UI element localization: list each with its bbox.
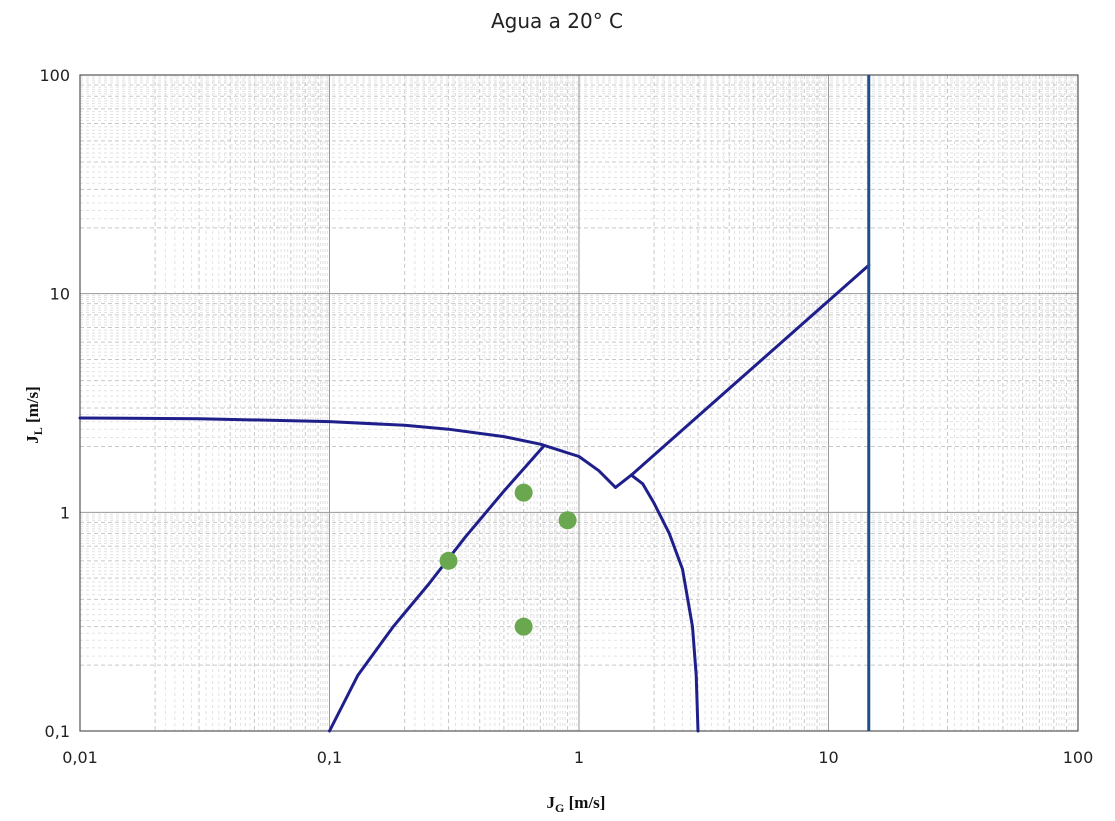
x-tick-label: 0,01: [62, 748, 98, 767]
y-axis-label-main: J: [23, 435, 42, 444]
x-axis-label-sub: G: [555, 801, 564, 815]
y-tick-label: 10: [50, 285, 70, 304]
x-axis-label: JG [m/s]: [547, 793, 606, 815]
series-line-3: [629, 473, 700, 733]
plot-frame: [79, 74, 1079, 732]
data-point-3: [439, 551, 458, 570]
y-axis-label-sub: L: [31, 427, 45, 435]
data-point-1: [514, 483, 533, 502]
series-line-1: [78, 416, 617, 489]
grid: [79, 74, 1079, 732]
y-tick-label: 100: [39, 66, 70, 85]
series-lines: [78, 75, 871, 733]
y-axis-label-unit: [m/s]: [23, 386, 42, 427]
x-tick-label: 0,1: [317, 748, 342, 767]
tick-labels: 0,01 0,1 1 10 100 0,1 1 10 100: [39, 66, 1093, 767]
data-point-4: [514, 617, 533, 636]
x-tick-label: 1: [574, 748, 584, 767]
data-point-2: [558, 511, 577, 530]
y-axis-label: JL [m/s]: [23, 386, 45, 444]
x-axis-label-unit: [m/s]: [564, 793, 605, 812]
series-line-2: [328, 445, 545, 733]
series-line-5: [629, 263, 871, 477]
x-axis-label-main: J: [547, 793, 556, 812]
chart-title: Agua a 20° C: [491, 9, 623, 33]
x-tick-label: 100: [1063, 748, 1094, 767]
y-tick-label: 1: [60, 503, 70, 522]
data-points: [439, 483, 577, 636]
y-tick-label: 0,1: [45, 722, 70, 741]
x-tick-label: 10: [818, 748, 838, 767]
series-line-4: [614, 473, 633, 489]
plot-border: [79, 74, 1079, 732]
